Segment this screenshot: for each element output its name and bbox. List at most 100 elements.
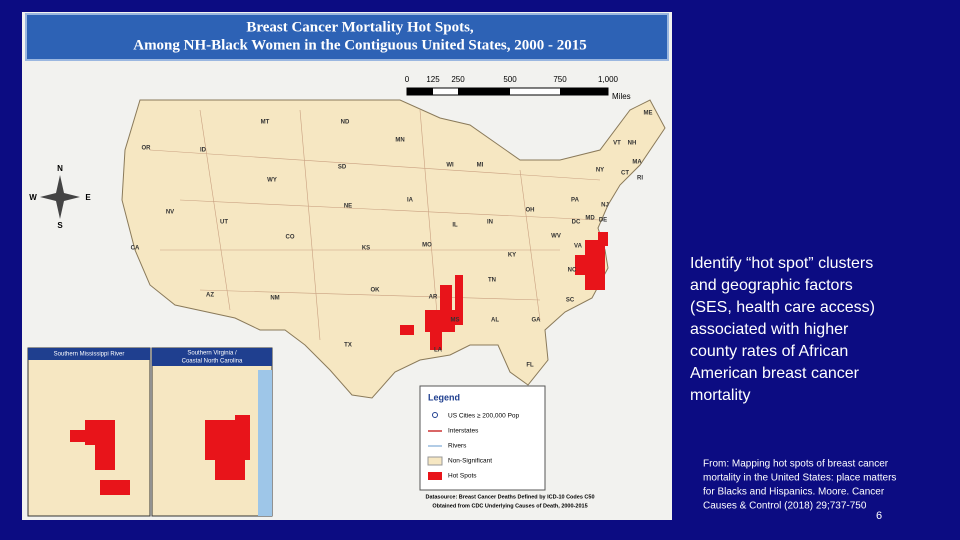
state-label: NC [568,268,577,274]
scale-label: 0 [405,75,410,84]
scale-bar [406,87,609,96]
state-label: RI [637,176,643,182]
data-source: Obtained from CDC Underlying Causes of D… [432,503,587,509]
state-label: CT [621,171,629,177]
state-label: AZ [206,293,214,299]
state-label: KY [508,253,516,259]
state-label: MO [422,243,432,249]
legend-label: US Cities ≥ 200,000 Pop [448,413,520,420]
inset-title-bar [152,348,272,366]
scale-unit: Miles [612,92,631,101]
state-label: UT [220,220,228,226]
state-label: PA [571,198,580,204]
state-label: NV [166,210,174,216]
page-number: 6 [876,510,882,522]
state-label: AL [491,318,499,324]
state-label: IA [407,198,414,204]
state-label: TN [488,278,496,284]
legend-label: Rivers [448,443,467,450]
state-label: SC [566,298,575,304]
state-label: LA [434,348,443,354]
state-label: MN [395,138,404,144]
us-outline [121,99,666,399]
body-line: (SES, health care access) [690,299,875,316]
state-label: WV [551,234,561,240]
data-source: Datasource: Breast Cancer Deaths Defined… [425,494,594,500]
scale-label: 250 [451,75,465,84]
state-label: NY [596,168,604,174]
state-label: DC [572,220,581,226]
legend-label: Non-Significant [448,458,492,465]
inset-hot-spots [205,415,250,480]
state-label: NM [270,296,279,302]
state-label: ND [341,120,350,126]
scale-label: 125 [426,75,440,84]
body-line: and geographic factors [690,277,853,294]
compass: N S E W [29,164,91,230]
state-label: IL [452,223,458,229]
state-label: DE [599,218,607,224]
state-label: NH [628,141,637,147]
state-label: CA [131,246,140,252]
scale-labels: 0 125 250 500 750 1,000 [405,75,619,84]
state-label: OK [371,288,381,294]
legend-label: Interstates [448,428,479,435]
state-label: CO [286,235,295,241]
state-label: VA [574,244,583,250]
citation-line: From: Mapping hot spots of breast cancer [703,459,889,470]
state-label: IN [487,220,493,226]
state-label: NJ [601,203,609,209]
state-label: VT [613,141,621,147]
compass-n: N [57,164,63,173]
inset-hot-spots [70,420,130,495]
state-label: FL [526,363,534,369]
state-label: MA [632,160,642,166]
state-label: SD [338,165,347,171]
state-labels: MT ND MN OR ID SD WI MI WY NE IA IL IN OH PA NY NV UT CO KS… [131,111,653,369]
body-line: mortality [690,387,750,404]
state-label: OH [526,208,535,214]
hot-spots [400,232,608,350]
state-label: AR [429,295,438,301]
citation: From: Mapping hot spots of breast cancer… [703,459,896,512]
body-line: Identify “hot spot” clusters [690,255,873,272]
compass-e: E [85,193,91,202]
body-text: Identify “hot spot” clusters and geograph… [690,255,875,404]
legend-icon [432,412,438,418]
legend-icon [427,456,443,466]
state-label: MS [451,318,460,324]
citation-line: Causes & Control (2018) 29;737-750 [703,501,867,512]
scale-label: 500 [503,75,517,84]
body-line: American breast cancer [690,365,860,382]
citation-line: for Blacks and Hispanics. Moore. Cancer [703,487,885,498]
compass-s: S [57,221,63,230]
map-title: Among NH-Black Women in the Contiguous U… [133,37,587,53]
legend-icon [428,472,442,480]
legend-title: Legend [428,392,460,402]
state-label: MD [585,216,595,222]
state-label: MI [477,163,484,169]
inset-title: Coastal North Carolina [182,359,243,365]
inset-title: Southern Virginia / [187,351,237,357]
body-line: associated with higher [690,321,849,338]
citation-line: mortality in the United States: place ma… [703,473,896,484]
state-label: TX [344,343,352,349]
legend-items: US Cities ≥ 200,000 Pop Interstates Rivers… [448,413,520,480]
state-label: MT [261,120,270,126]
state-label: KS [362,246,370,252]
state-label: NE [344,204,352,210]
scale-label: 750 [553,75,567,84]
legend-label: Hot Spots [448,473,477,480]
map-title: Breast Cancer Mortality Hot Spots, [246,19,474,35]
compass-w: W [29,193,37,202]
inset-title-bar [28,348,150,360]
inset-title: Southern Mississippi River [54,352,125,358]
roads [149,109,601,351]
scale-label: 1,000 [598,75,619,84]
state-label: ID [200,148,207,154]
state-label: WI [446,163,454,169]
state-label: ME [644,111,653,117]
title-bar [25,13,669,61]
